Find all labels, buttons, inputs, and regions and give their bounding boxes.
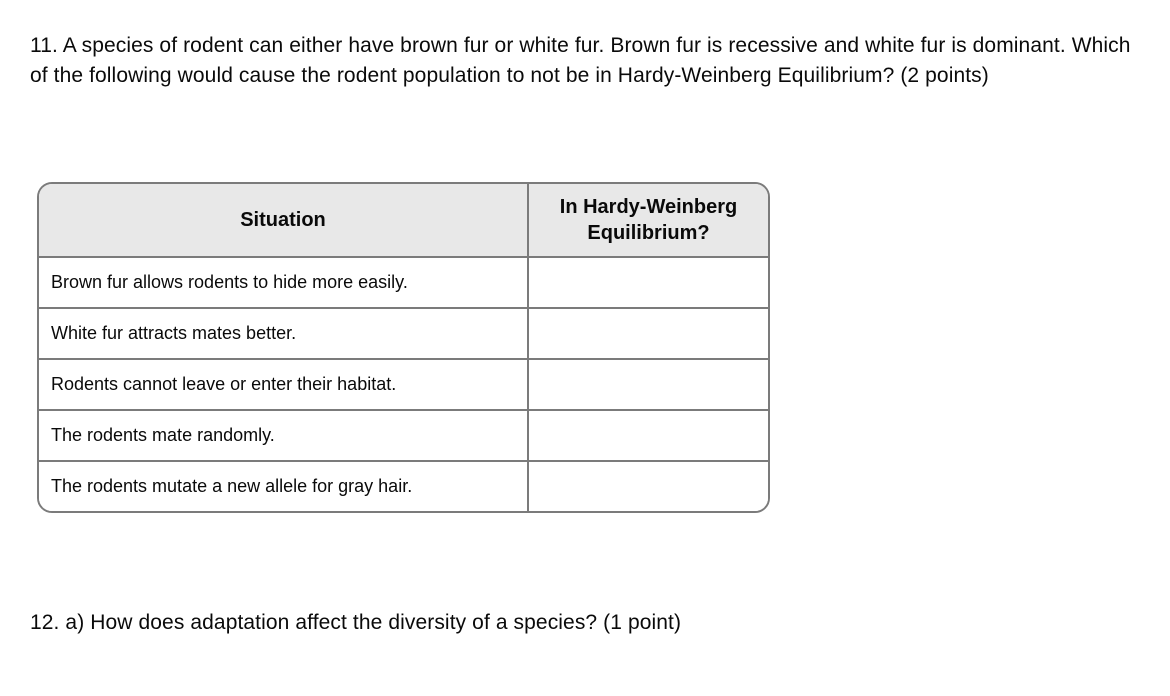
table-header-equilibrium: In Hardy-Weinberg Equilibrium? (529, 184, 768, 258)
situation-text: White fur attracts mates better. (39, 309, 529, 360)
question-11-text: 11. A species of rodent can either have … (30, 34, 1131, 87)
situation-text: Brown fur allows rodents to hide more ea… (39, 258, 529, 309)
situation-text: The rodents mate randomly. (39, 411, 529, 462)
situation-text: Rodents cannot leave or enter their habi… (39, 360, 529, 411)
table-header-situation: Situation (39, 184, 529, 258)
answer-cell (529, 309, 768, 360)
question-12-text: 12. a) How does adaptation affect the di… (30, 611, 682, 634)
answer-cell (529, 258, 768, 309)
hardy-weinberg-table: Situation In Hardy-Weinberg Equilibrium?… (37, 182, 770, 513)
answer-cell (529, 411, 768, 462)
table-row: White fur attracts mates better. (39, 309, 768, 360)
situation-text: The rodents mutate a new allele for gray… (39, 462, 529, 511)
answer-cell (529, 462, 768, 511)
table-row: Brown fur allows rodents to hide more ea… (39, 258, 768, 309)
answer-cell (529, 360, 768, 411)
table-row: The rodents mate randomly. (39, 411, 768, 462)
table-header-row: Situation In Hardy-Weinberg Equilibrium? (39, 184, 768, 258)
table-row: Rodents cannot leave or enter their habi… (39, 360, 768, 411)
table-row: The rodents mutate a new allele for gray… (39, 462, 768, 511)
